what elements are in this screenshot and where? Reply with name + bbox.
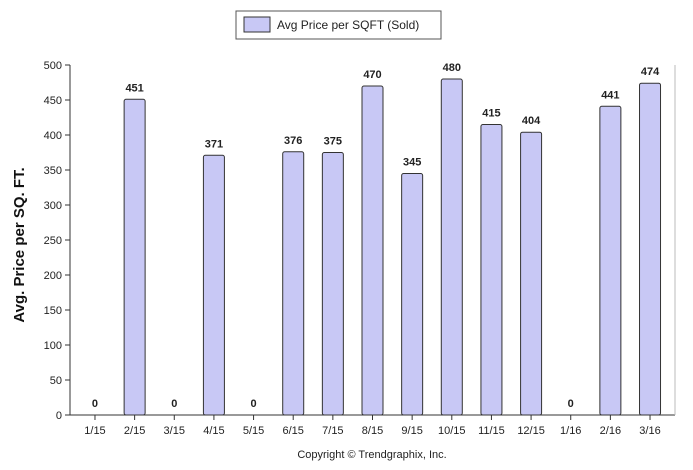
data-label: 404 [522, 115, 541, 127]
data-label: 0 [92, 398, 98, 410]
y-tick-label: 250 [44, 235, 62, 247]
x-tick-label: 12/15 [517, 425, 545, 437]
bar [639, 82, 662, 416]
y-tick-label: 200 [44, 270, 62, 282]
bar [520, 131, 543, 416]
data-label: 480 [443, 62, 461, 74]
data-label: 371 [205, 138, 223, 150]
copyright-text: Copyright © Trendgraphix, Inc. [297, 449, 446, 461]
y-tick-label: 350 [44, 165, 62, 177]
data-label: 0 [568, 398, 574, 410]
x-tick-label: 9/15 [401, 425, 422, 437]
data-label: 0 [171, 398, 177, 410]
y-tick-label: 500 [44, 60, 62, 72]
bar [202, 154, 225, 416]
bar [599, 105, 622, 416]
data-label: 345 [403, 157, 421, 169]
x-tick-label: 3/16 [639, 425, 660, 437]
x-tick-label: 1/16 [560, 425, 581, 437]
data-label: 451 [125, 82, 143, 94]
y-tick-label: 300 [44, 200, 62, 212]
data-label: 375 [324, 136, 342, 148]
data-label: 474 [641, 66, 660, 78]
bars: 0 451 0 371 0 376 375 470 345 480 415 404 0 441 474 [92, 62, 662, 416]
y-axis-ticks: 0 50 100 150 200 250 300 350 400 450 500 [44, 60, 70, 422]
x-tick-label: 2/15 [124, 425, 145, 437]
x-tick-label: 7/15 [322, 425, 343, 437]
x-axis-ticks: 1/15 2/15 3/15 4/15 5/15 6/15 7/15 8/15 9/15 10/1… [84, 415, 661, 437]
y-axis-title: Avg. Price per SQ. FT. [11, 167, 28, 322]
y-tick-label: 0 [56, 410, 62, 422]
bar [480, 124, 503, 416]
bar [361, 85, 384, 416]
data-label: 415 [482, 108, 500, 120]
y-tick-label: 450 [44, 95, 62, 107]
x-tick-label: 5/15 [243, 425, 264, 437]
legend: Avg Price per SQFT (Sold) [235, 10, 442, 40]
y-tick-label: 400 [44, 130, 62, 142]
data-label: 441 [601, 89, 619, 101]
data-label: 376 [284, 135, 302, 147]
x-tick-label: 1/15 [84, 425, 105, 437]
bar [123, 98, 146, 416]
x-tick-label: 4/15 [203, 425, 224, 437]
x-tick-label: 2/16 [600, 425, 621, 437]
bar [282, 151, 305, 416]
y-tick-label: 150 [44, 305, 62, 317]
y-tick-label: 100 [44, 340, 62, 352]
x-tick-label: 6/15 [282, 425, 303, 437]
bar [321, 152, 344, 416]
x-tick-label: 11/15 [478, 425, 505, 437]
x-tick-label: 8/15 [362, 425, 383, 437]
legend-label: Avg Price per SQFT (Sold) [277, 18, 419, 32]
x-tick-label: 3/15 [164, 425, 185, 437]
y-tick-label: 50 [50, 375, 62, 387]
bar [401, 173, 424, 416]
data-label: 470 [363, 69, 381, 81]
legend-swatch [243, 16, 271, 33]
x-tick-label: 10/15 [438, 425, 466, 437]
data-label: 0 [250, 398, 256, 410]
bar [440, 78, 463, 416]
